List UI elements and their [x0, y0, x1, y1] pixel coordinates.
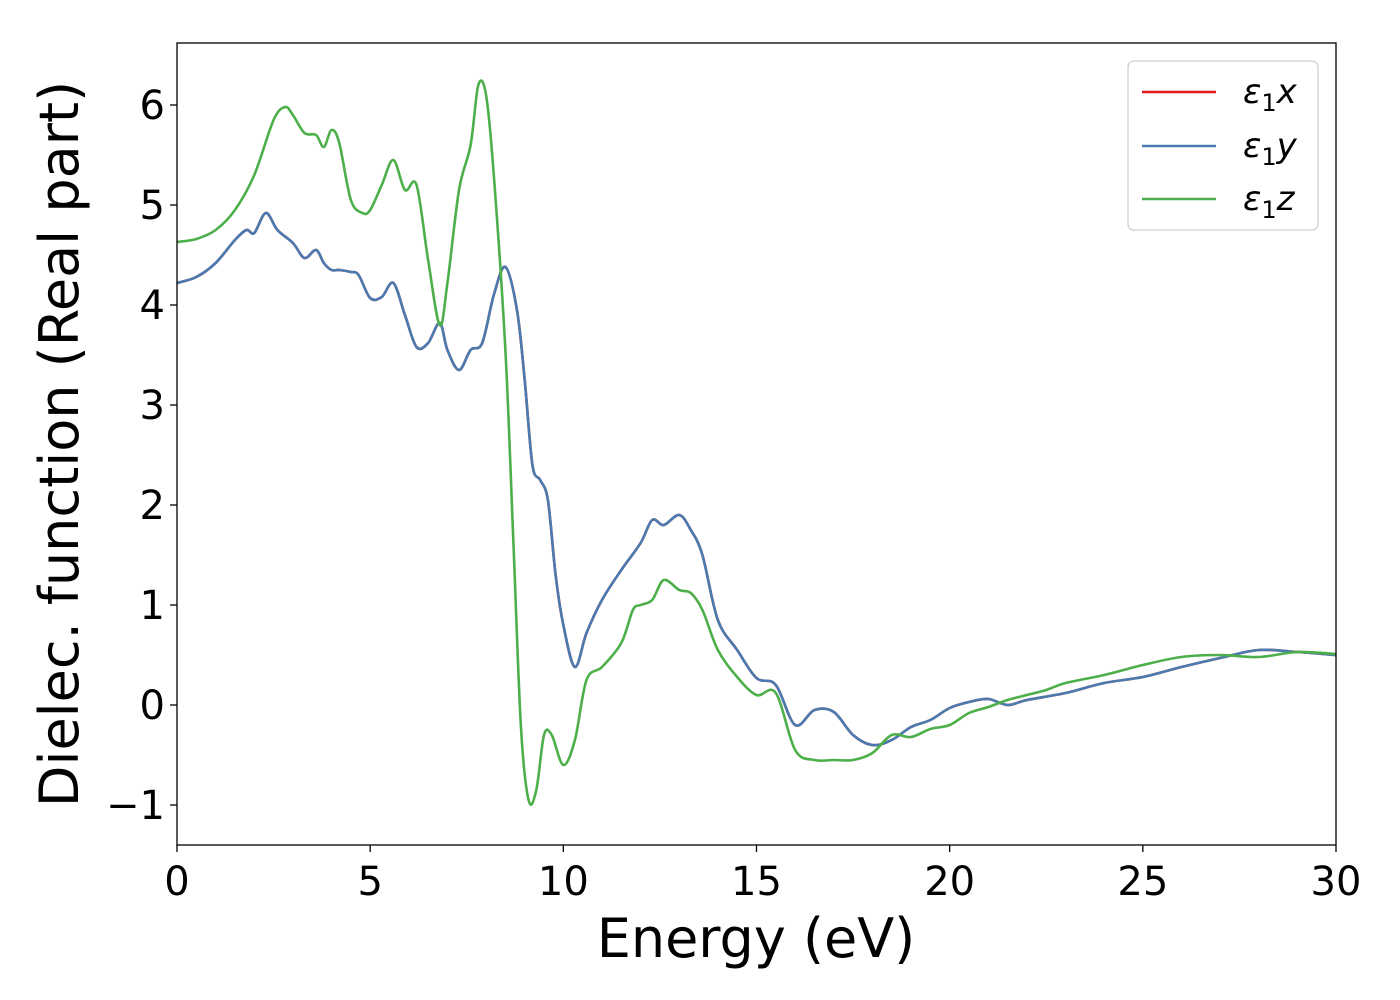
legend-label-x: ε1x [1243, 72, 1298, 117]
series-layer [177, 79, 1336, 806]
y-axis-label: Dielec. function (Real part) [28, 81, 91, 807]
legend: ε1x ε1y ε1z [1127, 60, 1319, 231]
x-tick-label: 5 [357, 859, 382, 905]
x-tick-label: 30 [1311, 859, 1362, 905]
y-axis-ticks: −1 0 1 2 3 4 5 6 [106, 83, 177, 829]
y-tick-label: 4 [140, 283, 165, 329]
x-tick-label: 15 [731, 859, 782, 905]
series-line-z [177, 79, 1336, 806]
x-tick-label: 0 [164, 859, 189, 905]
y-tick-label: 5 [140, 183, 165, 229]
y-tick-label: 1 [140, 583, 165, 629]
x-tick-label: 20 [924, 859, 975, 905]
series-line-y [177, 211, 1336, 747]
x-axis-ticks: 0 5 10 15 20 25 30 [164, 845, 1361, 905]
x-tick-label: 10 [538, 859, 589, 905]
y-tick-label: 6 [140, 83, 165, 129]
x-tick-label: 25 [1117, 859, 1168, 905]
y-tick-label: 0 [140, 683, 165, 729]
x-axis-label: Energy (eV) [597, 907, 916, 970]
legend-label-z: ε1z [1243, 179, 1296, 224]
y-tick-label: −1 [106, 783, 165, 829]
y-tick-label: 2 [140, 483, 165, 529]
legend-label-y: ε1y [1243, 126, 1298, 171]
legend-box [1127, 60, 1319, 231]
y-tick-label: 3 [140, 383, 165, 429]
